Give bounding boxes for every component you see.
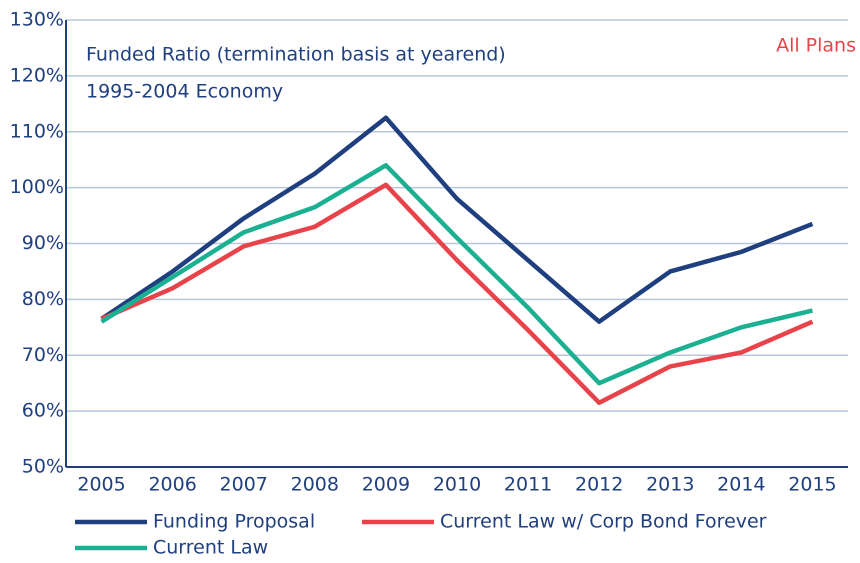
y-tick-label: 80%	[22, 288, 64, 310]
x-tick-label: 2007	[220, 474, 268, 496]
chart-title: Funded Ratio (termination basis at yeare…	[86, 44, 506, 66]
x-tick-label: 2015	[788, 474, 836, 496]
y-tick-label: 90%	[22, 232, 64, 254]
x-tick-label: 2013	[646, 474, 694, 496]
x-tick-label: 2005	[77, 474, 125, 496]
x-tick-label: 2006	[148, 474, 196, 496]
x-tick-label: 2010	[433, 474, 481, 496]
y-tick-label: 60%	[22, 400, 64, 422]
annotation: All Plans	[776, 35, 856, 57]
y-tick-label: 50%	[22, 456, 64, 478]
legend-label: Current Law w/ Corp Bond Forever	[440, 511, 767, 533]
chart-subtitle: 1995-2004 Economy	[86, 81, 283, 103]
series-line	[100, 163, 813, 386]
x-tick-label: 2012	[575, 474, 623, 496]
x-tick-label: 2014	[717, 474, 765, 496]
legend-label: Current Law	[153, 537, 268, 559]
x-tick-label: 2008	[291, 474, 339, 496]
y-tick-label: 120%	[10, 64, 64, 86]
x-tick-label: 2009	[362, 474, 410, 496]
x-tick-label: 2011	[504, 474, 552, 496]
series-line	[100, 115, 814, 324]
series-line	[100, 182, 814, 405]
y-tick-label: 70%	[22, 344, 64, 366]
y-tick-label: 100%	[10, 176, 64, 198]
y-tick-label: 110%	[10, 120, 64, 142]
legend-label: Funding Proposal	[153, 511, 315, 533]
y-tick-label: 130%	[10, 9, 64, 31]
